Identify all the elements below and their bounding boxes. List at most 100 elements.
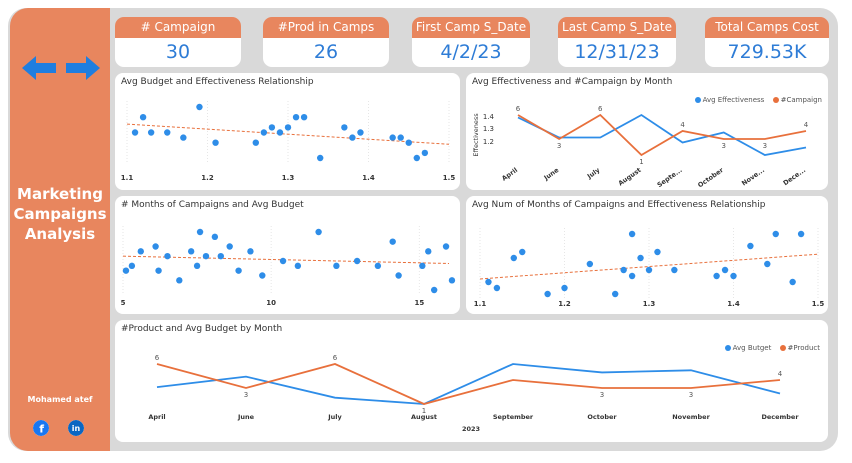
kpi-products-in-camps: #Prod in Camps 26 <box>263 17 389 67</box>
data-point <box>442 243 450 250</box>
x-tick-label: 1.4 <box>727 300 740 308</box>
chart-product-budget-month[interactable]: #Product and Avg Budget by Month Avg But… <box>115 320 828 442</box>
data-point <box>196 228 204 236</box>
data-point <box>485 278 492 286</box>
data-point <box>155 267 162 274</box>
data-point <box>397 134 404 141</box>
data-point <box>139 114 147 121</box>
data-point <box>747 242 754 250</box>
data-point <box>797 230 805 238</box>
data-label: 3 <box>244 391 248 399</box>
data-point <box>180 134 187 141</box>
data-point <box>176 277 183 284</box>
kpi-value: 26 <box>263 38 389 67</box>
x-tick-label: June <box>237 413 255 421</box>
x-tick-label: 1.4 <box>362 174 375 182</box>
series-line <box>517 113 807 156</box>
series-line <box>156 363 781 405</box>
data-point <box>260 129 268 136</box>
data-point <box>315 228 322 236</box>
svg-text:in: in <box>72 424 81 433</box>
sidebar: Marketing Campaigns Analysis Mohamed ate… <box>10 8 110 451</box>
chart-effectiveness-campaign-month[interactable]: Avg Effectiveness and #Campaign by Month… <box>466 73 828 190</box>
data-point <box>226 243 233 250</box>
data-point <box>128 262 136 270</box>
kpi-last-camp-date: Last Camp S_Date 12/31/23 <box>558 17 676 67</box>
data-point <box>300 114 308 121</box>
x-tick-label: August <box>617 166 643 187</box>
chart-months-effectiveness[interactable]: Avg Num of Months of Campaigns and Effec… <box>466 196 828 314</box>
data-point <box>493 284 501 292</box>
kpi-value: 729.53K <box>705 38 829 67</box>
title-line: Marketing <box>17 185 103 203</box>
data-label: 3 <box>763 142 767 150</box>
x-tick-label: 10 <box>266 299 276 307</box>
data-point <box>721 266 729 274</box>
x-tick-label: Septe... <box>656 166 684 189</box>
chart-legend: Avg Butget #Product <box>719 344 820 352</box>
x-tick-label: December <box>761 413 799 421</box>
data-point <box>202 252 210 260</box>
x-tick-label: 1.2 <box>201 174 214 182</box>
x-tick-label: April <box>148 413 165 421</box>
svg-text:f: f <box>39 423 44 436</box>
x-tick-label: July <box>327 413 342 421</box>
data-point <box>279 257 287 265</box>
data-label: 3 <box>689 391 693 399</box>
data-label: 4 <box>680 121 685 129</box>
data-point <box>389 134 396 141</box>
chart-title: Avg Effectiveness and #Campaign by Month <box>472 77 673 87</box>
y-tick-label: 1.3 <box>483 125 494 133</box>
data-point <box>421 149 429 157</box>
data-point <box>357 129 364 136</box>
author-name: Mohamed atef <box>27 395 93 404</box>
data-point <box>341 124 348 131</box>
arrow-left-icon[interactable] <box>22 56 56 80</box>
data-label: 4 <box>804 121 809 129</box>
trend-line <box>479 253 819 280</box>
x-tick-label: November <box>672 413 710 421</box>
chart-months-budget[interactable]: # Months of Campaigns and Avg Budget 5 10… <box>115 196 460 314</box>
data-label: 6 <box>516 105 521 113</box>
data-label: 4 <box>778 370 783 378</box>
data-point <box>413 154 420 162</box>
kpi-campaign-count: # Campaign 30 <box>115 17 241 67</box>
x-tick-label: July <box>585 166 602 181</box>
data-point <box>164 129 171 136</box>
data-point <box>147 129 155 136</box>
x-tick-label: June <box>542 166 561 183</box>
chart-plot-area: 1.1 1.2 1.3 1.4 1.5 <box>474 228 824 308</box>
trend-line <box>122 255 450 264</box>
x-tick-label: October <box>587 413 617 421</box>
chart-plot-area: 5 10 15 <box>121 226 456 307</box>
data-point <box>425 248 432 255</box>
linkedin-icon[interactable]: in <box>68 420 84 436</box>
data-point <box>519 248 526 256</box>
data-point <box>654 248 661 256</box>
x-tick-label: 1.5 <box>443 174 456 182</box>
data-point <box>164 252 171 260</box>
chart-budget-effectiveness[interactable]: Avg Budget and Effectiveness Relationshi… <box>115 73 460 190</box>
legend-label: #Campaign <box>780 96 822 104</box>
data-point <box>637 254 644 262</box>
chart-title: #Product and Avg Budget by Month <box>121 324 283 334</box>
data-point <box>789 278 796 286</box>
data-point <box>671 266 678 274</box>
x-tick-label: Nove... <box>740 166 766 187</box>
data-point <box>544 290 551 298</box>
legend-swatch <box>772 97 779 103</box>
chart-title: Avg Num of Months of Campaigns and Effec… <box>472 200 766 210</box>
x-tick-label: 15 <box>414 299 424 307</box>
series-line <box>517 113 807 157</box>
data-point <box>510 254 517 262</box>
arrow-right-icon[interactable] <box>66 56 100 80</box>
data-point <box>395 272 402 279</box>
data-point <box>620 266 627 274</box>
data-label: 6 <box>598 105 603 113</box>
x-tick-label: 1.3 <box>282 174 295 182</box>
data-point <box>259 272 266 279</box>
title-line: Campaigns <box>13 205 107 223</box>
data-point <box>333 262 340 270</box>
kpi-total-cost: Total Camps Cost 729.53K <box>705 17 829 67</box>
facebook-icon[interactable]: f <box>33 420 49 436</box>
